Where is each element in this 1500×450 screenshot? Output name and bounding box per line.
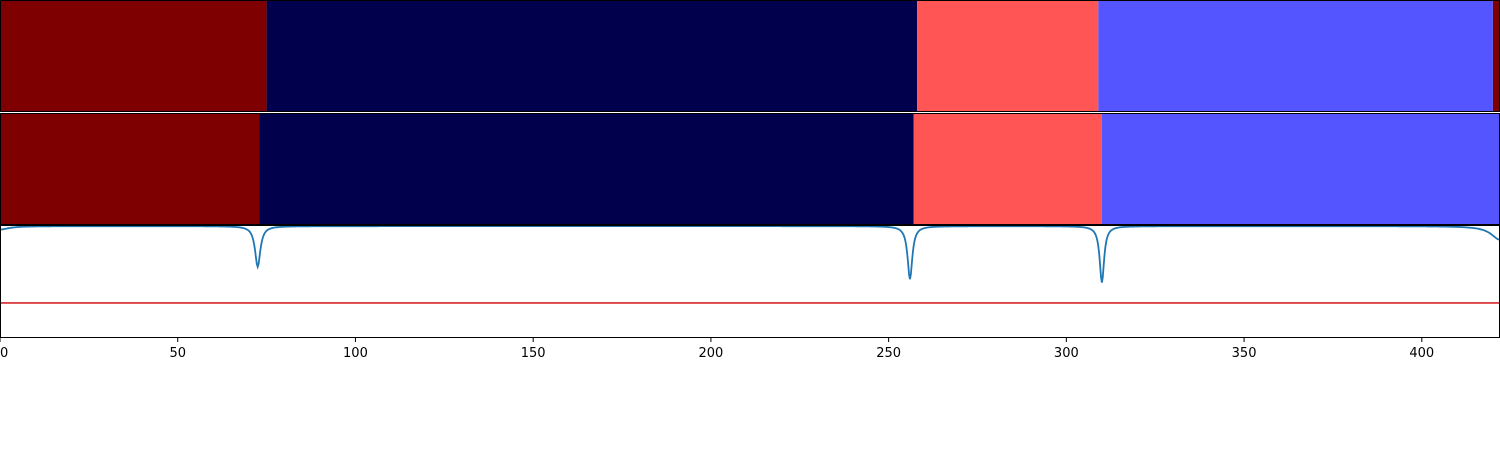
x-tick-label-250: 250 (876, 346, 901, 361)
band-top-segment-3 (1098, 0, 1493, 112)
x-tick-label-200: 200 (698, 346, 723, 361)
x-tick-label-100: 100 (343, 346, 368, 361)
line-panel (0, 225, 1500, 338)
x-tick-label-150: 150 (521, 346, 546, 361)
x-tick-label-350: 350 (1232, 346, 1257, 361)
band-middle-segment-1 (259, 113, 914, 225)
band-top-segment-4 (1492, 0, 1500, 112)
x-tick-label-400: 400 (1409, 346, 1434, 361)
band-top-segment-0 (0, 0, 267, 112)
line-panel-frame (0, 225, 1500, 338)
band-middle-segment-0 (0, 113, 260, 225)
x-tick-label-300: 300 (1054, 346, 1079, 361)
band-middle-segment-3 (1101, 113, 1500, 225)
band-top-segment-1 (266, 0, 918, 112)
x-tick-label-0: 0 (0, 346, 8, 361)
signal-line (0, 225, 1500, 283)
band-middle-panel (0, 113, 1500, 225)
x-tick-label-50: 50 (169, 346, 186, 361)
x-axis: 0 50 100 150 200 250 300 350 400 (0, 338, 1434, 361)
band-top-segment-2 (917, 0, 1099, 112)
band-middle-segment-2 (913, 113, 1102, 225)
band-top-panel (0, 0, 1500, 112)
